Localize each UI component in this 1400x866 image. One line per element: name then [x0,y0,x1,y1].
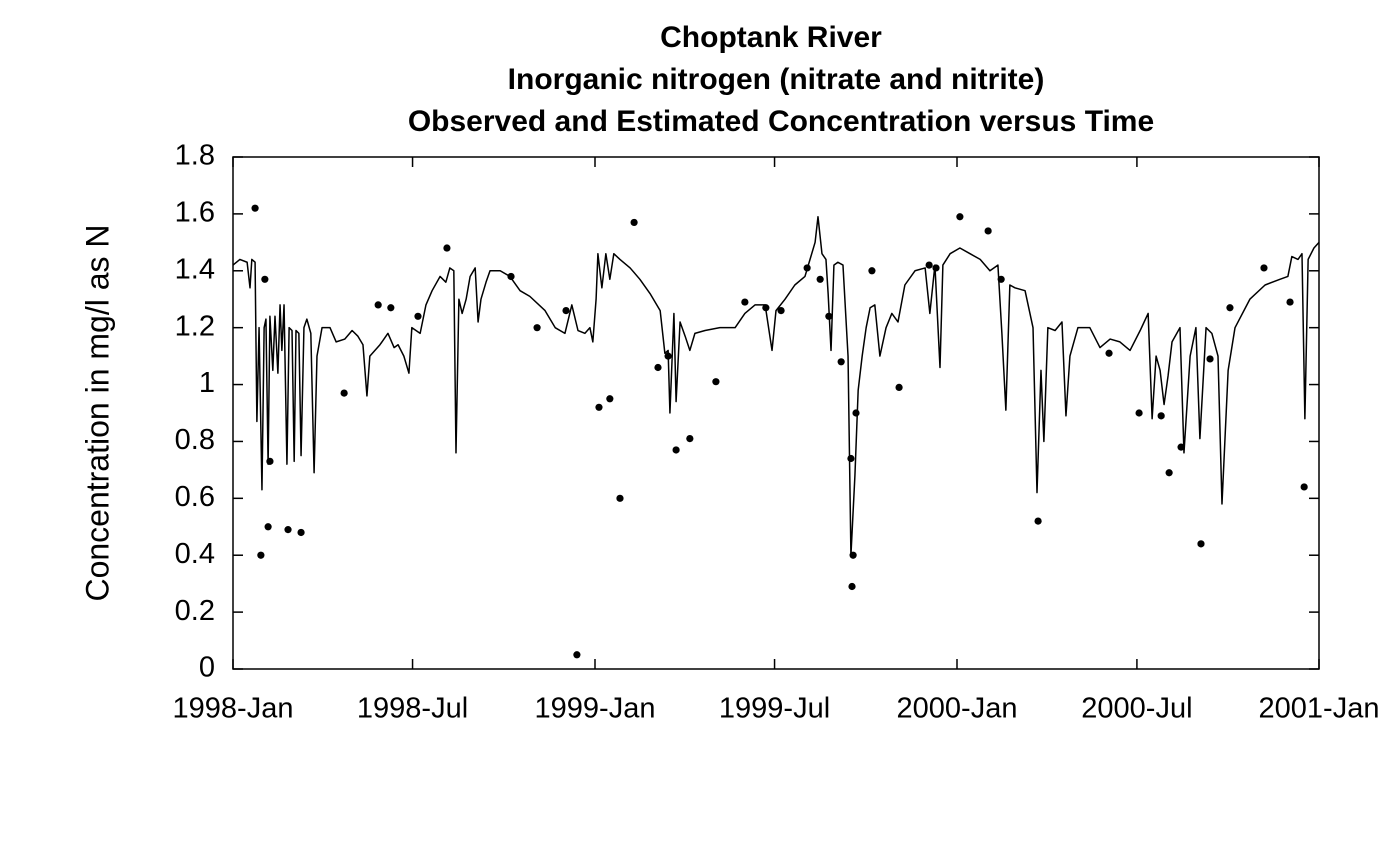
observed-point [956,213,964,221]
x-tick-label: 1998-Jan [173,693,294,725]
x-tick-label: 2001-Jan [1259,693,1380,725]
observed-point [414,312,422,320]
observed-point [606,395,614,403]
observed-point [1226,304,1234,312]
observed-point [895,383,903,391]
estimated-line [232,215,1320,556]
observed-point [261,275,269,283]
x-tick-label: 2000-Jan [897,693,1018,725]
observed-point [762,304,770,312]
observed-point [1197,540,1205,548]
y-tick-label: 1 [199,367,215,399]
observed-point [868,267,876,275]
observed-point [266,457,274,465]
observed-point [1034,517,1042,525]
observed-point [837,358,845,366]
observed-point [257,551,265,559]
observed-point [849,551,857,559]
observed-point [777,307,785,315]
observed-point [1157,412,1165,420]
y-tick-label: 1.6 [175,197,215,229]
observed-point [387,304,395,312]
y-axis-label: Concentration in mg/l as N [79,224,115,601]
observed-point [825,312,833,320]
y-tick-label: 1.4 [175,253,215,285]
observed-point [816,275,824,283]
observed-point [443,244,451,252]
observed-point [533,324,541,332]
observed-point [803,264,811,272]
observed-point [852,409,860,417]
observed-point [997,275,1005,283]
observed-point [925,261,933,269]
y-tick-label: 0.4 [175,538,215,570]
chart-subtitle: Inorganic nitrogen (nitrate and nitrite) [508,63,1045,96]
observed-point [848,582,856,591]
observed-point [251,204,259,212]
observed-point [672,446,680,454]
x-tick-label: 2000-Jul [1081,693,1192,725]
observed-point [264,523,272,531]
observed-point [340,389,348,397]
x-tick-label: 1998-Jul [357,693,468,725]
y-tick-label: 0 [199,652,215,684]
observed-point [507,272,515,281]
y-tick-label: 0.2 [175,595,215,627]
x-tick-label: 1999-Jul [719,693,830,725]
observed-point [712,378,720,386]
observed-point [284,526,292,534]
observed-point [297,528,305,537]
y-tick-label: 1.2 [175,310,215,342]
observed-point [616,494,624,502]
plot-frame [232,156,1320,670]
observed-point [1206,355,1214,363]
observed-point [932,264,940,272]
observed-point [686,435,694,443]
observed-point [1105,349,1113,357]
observed-point [741,298,749,306]
observed-point [1260,264,1268,272]
observed-point [374,301,382,309]
observed-point [1165,469,1173,477]
y-tick-label: 0.6 [175,481,215,513]
y-tick-label: 1.8 [175,140,215,172]
chart-title: Choptank River [660,21,882,54]
observed-point [1300,483,1308,491]
observed-point [664,352,672,360]
observed-point [847,454,855,463]
observed-point [984,227,992,235]
observed-point [562,307,570,315]
observed-point [595,403,603,411]
chart-subtitle: Observed and Estimated Concentration ver… [408,105,1154,138]
observed-point [630,218,638,227]
observed-point [1286,298,1294,306]
observed-point [654,363,662,372]
observed-point [1177,443,1185,451]
observed-point [1135,409,1143,417]
x-tick-label: 1999-Jan [535,693,656,725]
y-tick-label: 0.8 [175,424,215,456]
observed-point [573,651,581,659]
